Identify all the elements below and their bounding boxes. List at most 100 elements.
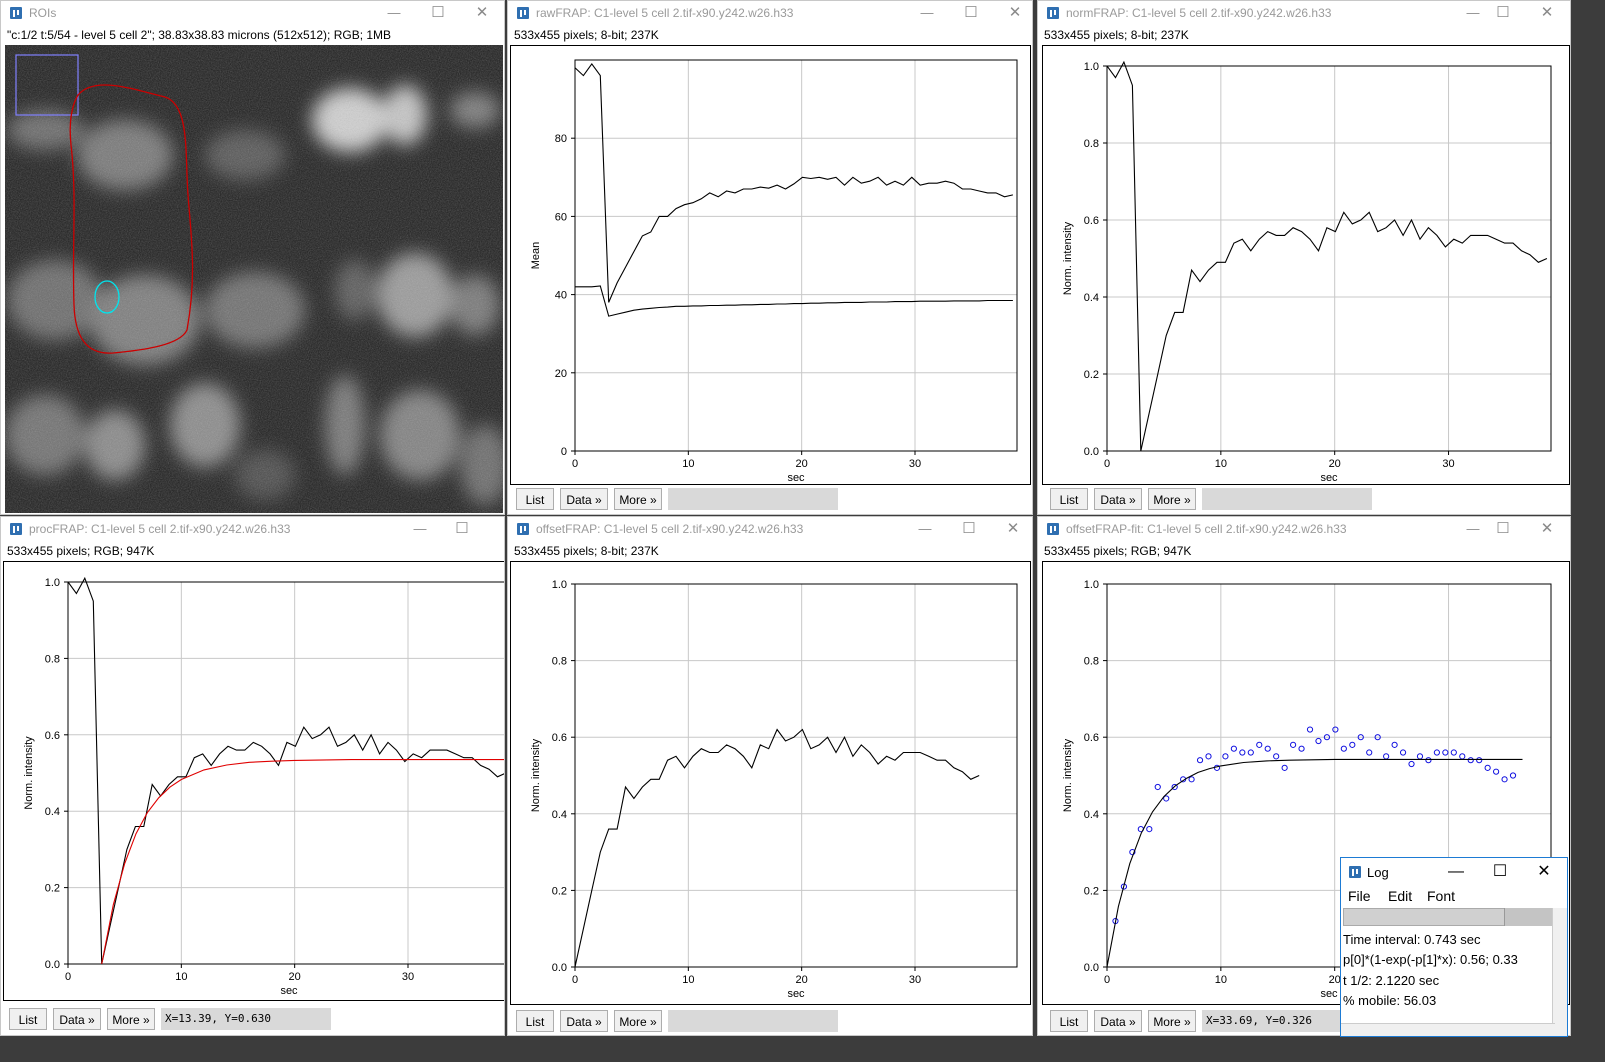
norm-frap-title: normFRAP: C1-level 5 cell 2.tif-x90.y242… (1066, 6, 1331, 20)
list-button[interactable]: List (516, 1010, 554, 1032)
maximize-icon[interactable]: ☐ (1488, 519, 1518, 539)
y-tick-label: 0.0 (1084, 962, 1099, 974)
norm-frap-titlebar[interactable]: normFRAP: C1-level 5 cell 2.tif-x90.y242… (1038, 1, 1570, 25)
y-tick-label: 0.2 (552, 885, 567, 897)
fit-frap-title: offsetFRAP-fit: C1-level 5 cell 2.tif-x9… (1066, 522, 1347, 536)
y-tick-label: 0.6 (1084, 215, 1099, 227)
roi-titlebar[interactable]: ROIs — ☐ ✕ (1, 1, 504, 25)
log-horizontal-scrollbar[interactable] (1341, 1023, 1555, 1036)
menu-file[interactable]: File (1348, 888, 1371, 904)
imagej-icon (1349, 866, 1361, 878)
y-tick-label: 0.8 (552, 656, 567, 668)
close-icon[interactable]: ✕ (1529, 862, 1559, 882)
minimize-icon[interactable]: — (1458, 519, 1488, 539)
log-column-divider[interactable] (1504, 908, 1552, 926)
y-tick-label: 0.6 (552, 732, 567, 744)
x-axis-label: sec (787, 472, 805, 484)
proc-frap-window: procFRAP: C1-level 5 cell 2.tif-x90.y242… (0, 516, 505, 1036)
list-button[interactable]: List (1050, 1010, 1088, 1032)
close-icon[interactable]: ✕ (998, 519, 1028, 539)
minimize-icon[interactable]: — (1441, 862, 1471, 882)
minimize-icon[interactable]: — (405, 519, 435, 539)
y-tick-label: 60 (555, 211, 567, 223)
log-window: Log — ☐ ✕ File Edit Font Time interval: … (1340, 857, 1568, 1037)
data-point (1265, 746, 1270, 751)
plot-area-frame (575, 60, 1017, 451)
minimize-icon[interactable]: — (1458, 3, 1488, 23)
data-button[interactable]: Data » (53, 1008, 101, 1030)
y-tick-label: 0.2 (1084, 369, 1099, 381)
y-tick-label: 0.4 (1084, 292, 1099, 304)
log-vertical-scrollbar[interactable] (1552, 908, 1567, 1036)
norm-frap-plot[interactable]: 0 10 20 30 0.0 0.2 0.4 0.6 0.8 1.0 sec Norm. intens… (1042, 45, 1570, 485)
x-tick-label: 0 (1104, 974, 1110, 986)
plot-area-frame (1107, 66, 1551, 451)
more-button[interactable]: More » (1148, 488, 1196, 510)
data-button[interactable]: Data » (1094, 488, 1142, 510)
data-point (1367, 750, 1372, 755)
x-tick-label: 20 (289, 971, 301, 983)
close-icon[interactable]: ✕ (467, 3, 497, 23)
y-tick-label: 1.0 (552, 579, 567, 591)
roi-window-title: ROIs (29, 6, 56, 20)
plot-area-frame (68, 582, 505, 964)
close-icon[interactable]: ✕ (1000, 3, 1030, 23)
series-line (68, 578, 505, 964)
data-button[interactable]: Data » (560, 488, 608, 510)
coordinates-readout: X=13.39, Y=0.630 (161, 1008, 331, 1030)
plot-area-frame (575, 584, 1017, 967)
raw-frap-titlebar[interactable]: rawFRAP: C1-level 5 cell 2.tif-x90.y242.… (508, 1, 1032, 25)
microscopy-image[interactable] (5, 45, 503, 513)
proc-frap-titlebar[interactable]: procFRAP: C1-level 5 cell 2.tif-x90.y242… (1, 517, 504, 541)
raw-frap-info: 533x455 pixels; 8-bit; 237K (514, 28, 659, 42)
more-button[interactable]: More » (614, 1010, 662, 1032)
maximize-icon[interactable]: ☐ (423, 3, 453, 23)
y-tick-label: 1.0 (1084, 579, 1099, 591)
more-button[interactable]: More » (614, 488, 662, 510)
data-point (1282, 765, 1287, 770)
maximize-icon[interactable]: ☐ (1488, 3, 1518, 23)
y-axis-label: Norm. intensity (1062, 221, 1074, 295)
data-point (1434, 750, 1439, 755)
maximize-icon[interactable]: ☐ (956, 3, 986, 23)
more-button[interactable]: More » (1148, 1010, 1196, 1032)
x-tick-label: 30 (909, 974, 921, 986)
fit-frap-titlebar[interactable]: offsetFRAP-fit: C1-level 5 cell 2.tif-x9… (1038, 517, 1570, 541)
series-line (575, 730, 979, 968)
raw-frap-plot[interactable]: 0 10 20 30 0 20 40 60 80 sec Mean (510, 45, 1031, 485)
log-titlebar[interactable]: Log — ☐ ✕ (1341, 858, 1567, 886)
maximize-icon[interactable]: ☐ (447, 519, 477, 539)
list-button[interactable]: List (516, 488, 554, 510)
data-point (1400, 750, 1405, 755)
proc-frap-plot[interactable]: 0 10 20 30 0.0 0.2 0.4 0.6 0.8 1.0 sec Norm. intens… (3, 561, 505, 1001)
minimize-icon[interactable]: — (379, 3, 409, 23)
x-axis-label: sec (1320, 988, 1338, 1000)
y-tick-label: 0.0 (552, 962, 567, 974)
y-tick-label: 0.8 (1084, 656, 1099, 668)
y-tick-label: 1.0 (45, 577, 60, 589)
data-point (1443, 750, 1448, 755)
y-tick-label: 40 (555, 290, 567, 302)
maximize-icon[interactable]: ☐ (1485, 862, 1515, 882)
maximize-icon[interactable]: ☐ (954, 519, 984, 539)
offset-frap-plot[interactable]: 0 10 20 30 0.0 0.2 0.4 0.6 0.8 1.0 sec Norm. intens… (510, 561, 1031, 1005)
data-button[interactable]: Data » (1094, 1010, 1142, 1032)
y-tick-label: 1.0 (1084, 61, 1099, 73)
offset-frap-titlebar[interactable]: offsetFRAP: C1-level 5 cell 2.tif-x90.y2… (508, 517, 1032, 541)
x-tick-label: 10 (175, 971, 187, 983)
menu-font[interactable]: Font (1427, 888, 1455, 904)
data-button[interactable]: Data » (560, 1010, 608, 1032)
minimize-icon[interactable]: — (912, 3, 942, 23)
list-button[interactable]: List (1050, 488, 1088, 510)
y-tick-label: 80 (555, 133, 567, 145)
imagej-icon (1047, 523, 1059, 535)
y-tick-label: 0.8 (1084, 138, 1099, 150)
close-icon[interactable]: ✕ (1532, 519, 1562, 539)
list-button[interactable]: List (9, 1008, 47, 1030)
more-button[interactable]: More » (107, 1008, 155, 1030)
menu-edit[interactable]: Edit (1388, 888, 1412, 904)
close-icon[interactable]: ✕ (1532, 3, 1562, 23)
minimize-icon[interactable]: — (910, 519, 940, 539)
data-point (1223, 754, 1228, 759)
y-tick-label: 0.0 (1084, 446, 1099, 458)
